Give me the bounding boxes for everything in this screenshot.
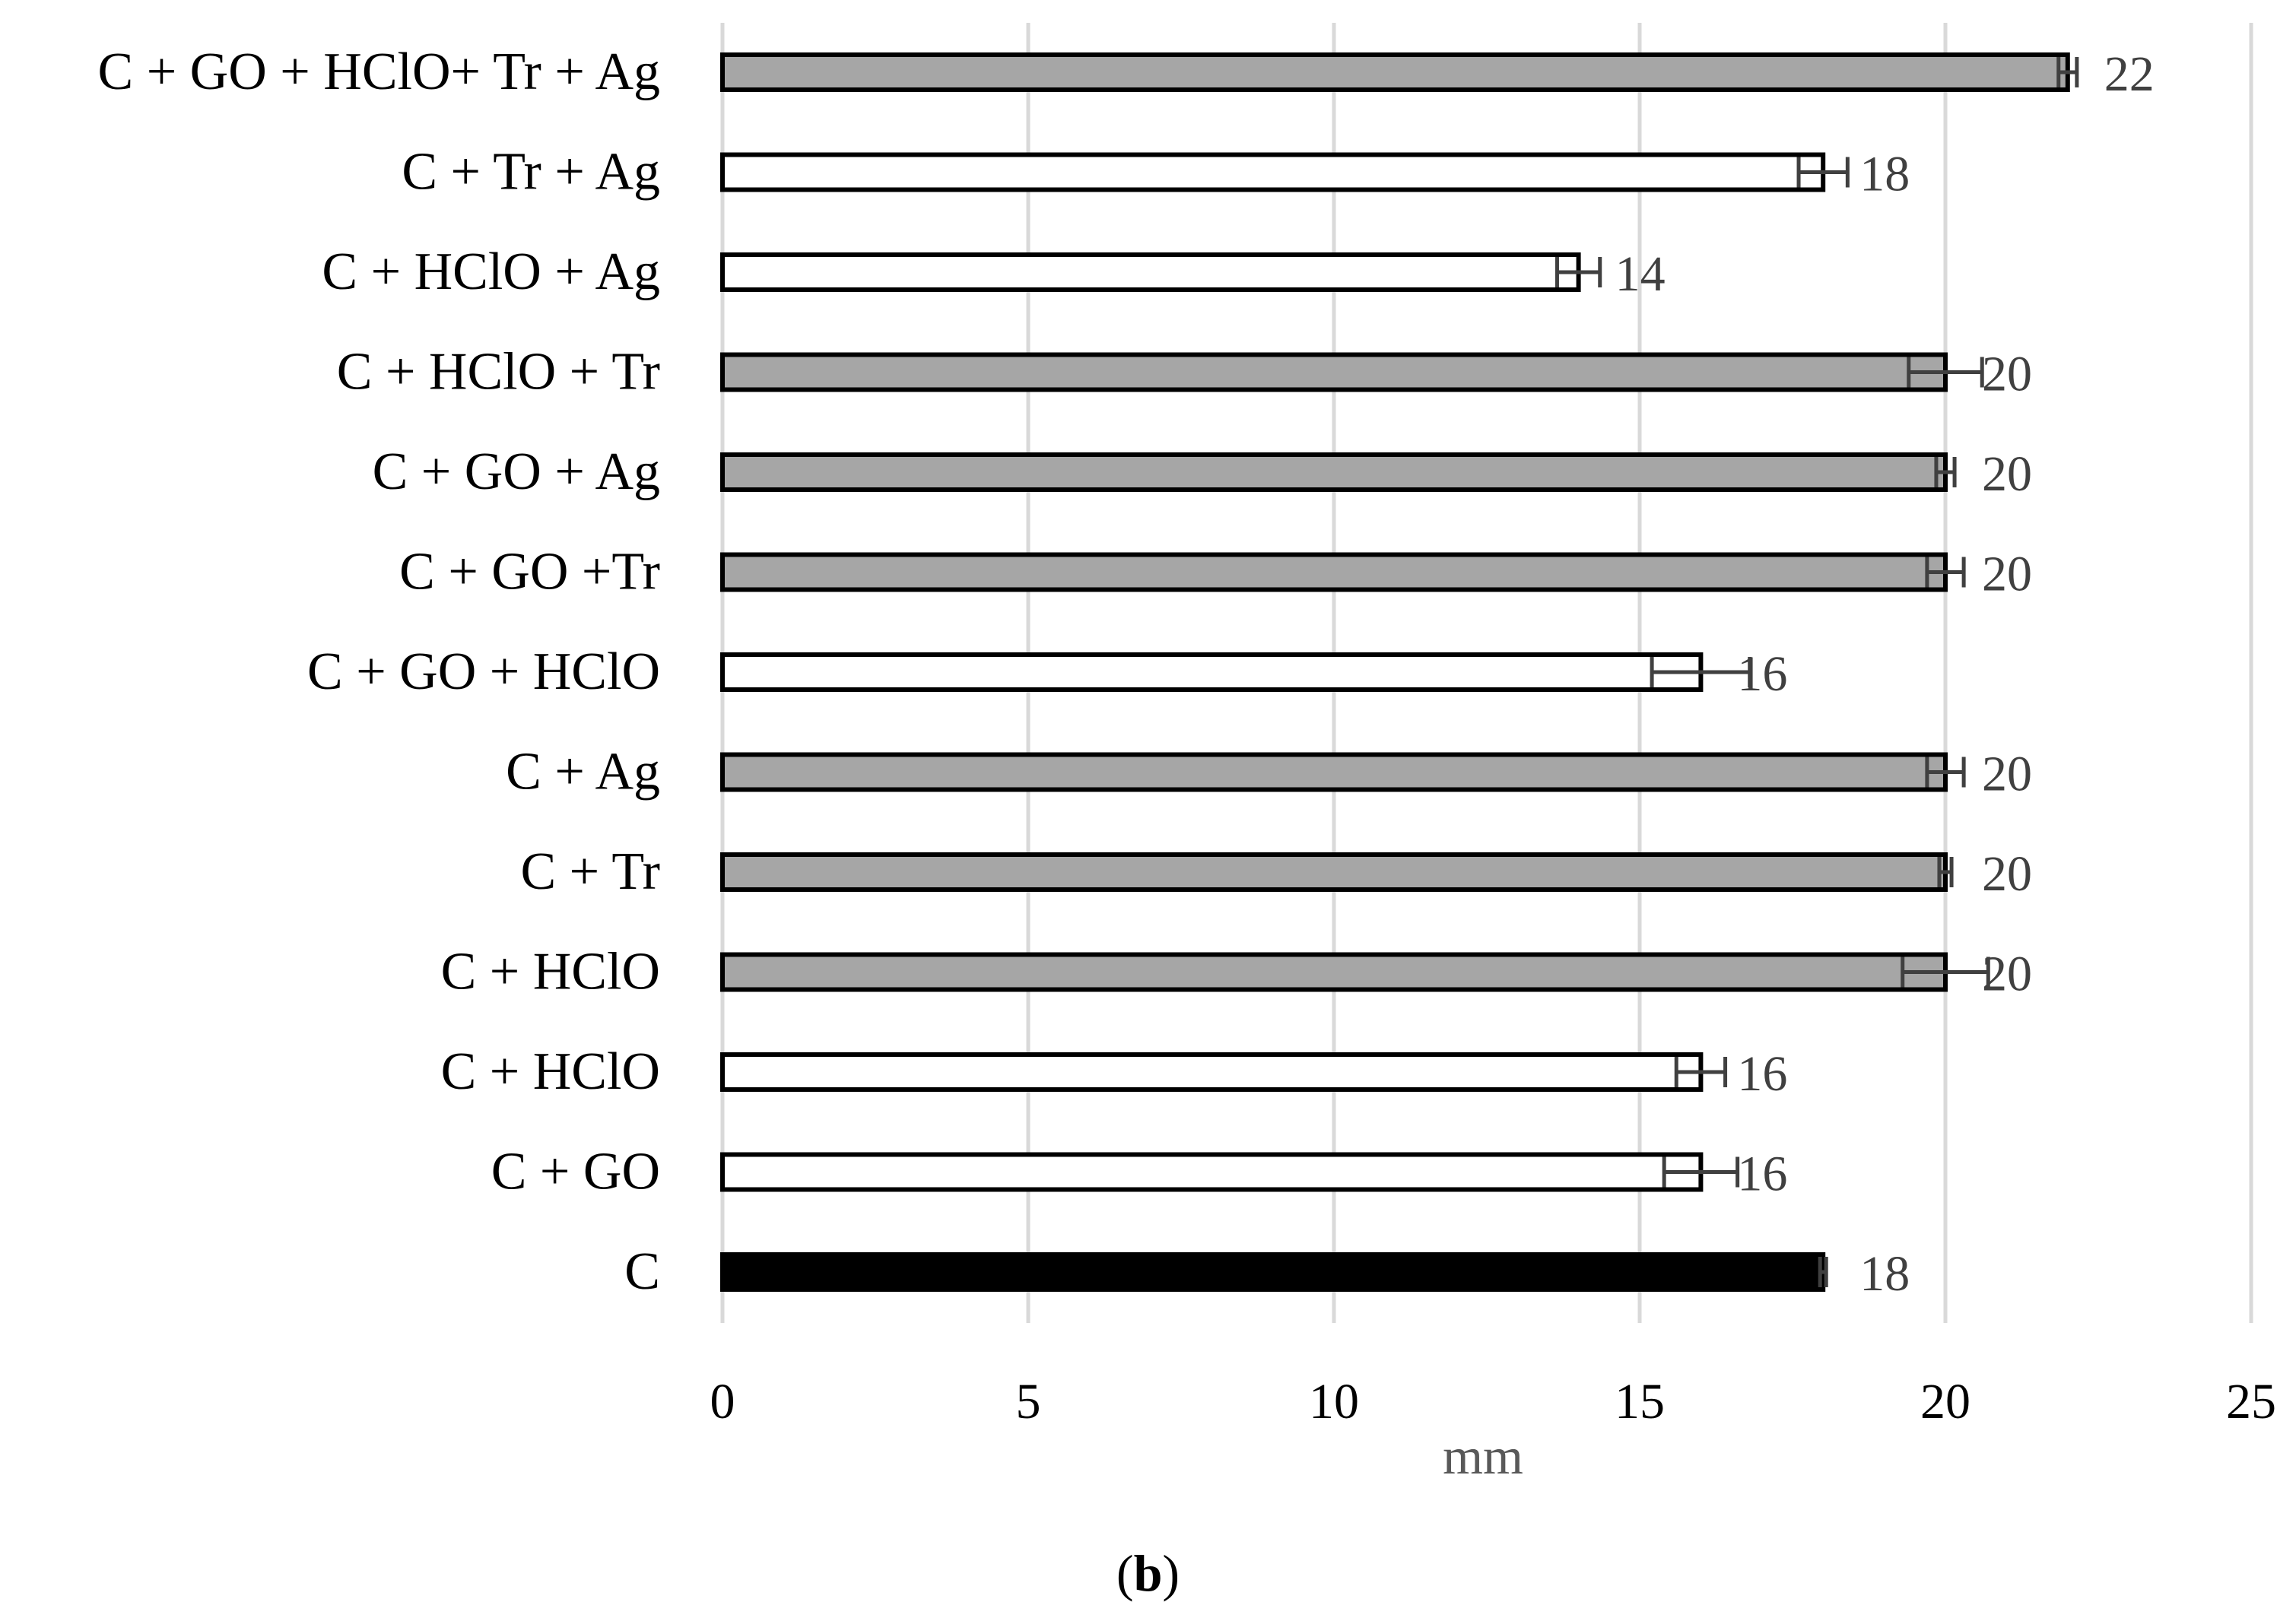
x-tick-label: 20 [1920,1374,1970,1429]
bar [720,752,1948,792]
data-label: 20 [1982,846,2032,902]
category-label: C + HClO [441,1042,660,1101]
error-bar [1796,157,1850,188]
x-tick-label: 5 [1016,1374,1041,1429]
category-label: C + HClO [441,943,660,1001]
bar [720,952,1948,992]
category-label: C + GO [491,1143,660,1201]
data-label: 22 [2104,46,2155,102]
bar [720,252,1581,292]
caption-close: ) [1162,1544,1180,1602]
data-label: 20 [1982,347,2032,402]
error-bar [1818,1257,1828,1287]
bar [720,552,1948,592]
error-bar [1934,457,1957,487]
data-label: 20 [1982,446,2032,502]
bar [720,852,1948,892]
bar [720,452,1948,492]
category-label: C + GO +Tr [399,543,660,601]
category-label: C + Tr [520,842,660,901]
data-label: 20 [1982,747,2032,802]
x-axis-title: mm [1443,1427,1523,1485]
bar [720,652,1704,692]
data-label: 14 [1615,246,1666,302]
category-label: C + GO + Ag [373,443,660,501]
caption-open: ( [1116,1544,1134,1602]
data-label: 16 [1737,646,1787,702]
data-label: 16 [1737,1147,1787,1202]
bar [720,352,1948,392]
category-label: C + Tr + Ag [402,143,660,201]
error-bar [1937,857,1954,887]
bar [720,52,2070,92]
x-tick-label: 0 [710,1374,735,1429]
error-bar [1925,557,1966,588]
bar [720,1252,1826,1292]
error-bar [1925,757,1966,788]
category-label: C + GO + HClO+ Tr + Ag [98,43,660,101]
error-bar [2056,57,2079,87]
bar [720,1052,1704,1092]
data-label: 18 [1859,1246,1910,1302]
data-label: 20 [1982,947,2032,1002]
bars [720,52,2070,1292]
bar [720,1152,1704,1192]
caption-letter: b [1133,1544,1163,1602]
category-label: C + HClO + Ag [322,243,660,301]
category-label: C + GO + HClO [307,642,660,701]
x-tick-label: 15 [1615,1374,1665,1429]
x-tick-labels: 0 5 10 15 20 25 [710,1374,2277,1429]
error-bar [1650,657,1752,687]
data-label: 16 [1737,1046,1787,1102]
error-bars [1554,57,2079,1287]
x-tick-label: 10 [1309,1374,1359,1429]
error-bar [1907,357,1984,388]
figure-caption: (b) [0,1543,2296,1604]
error-bar [1554,257,1602,287]
bar [720,152,1826,192]
data-labels: 22 18 14 20 20 20 16 20 20 20 16 16 18 [1615,46,2155,1302]
category-label: C + HClO + Tr [337,343,660,401]
category-label: C + Ag [506,743,660,801]
category-label: C [624,1242,660,1301]
data-label: 20 [1982,547,2032,602]
category-labels: C + GO + HClO+ Tr + Ag C + Tr + Ag C + HCl… [98,43,660,1301]
data-label: 18 [1859,147,1910,202]
error-bar [1901,956,1990,988]
error-bar [1662,1156,1740,1188]
error-bar [1674,1057,1728,1087]
x-tick-label: 25 [2226,1374,2276,1429]
